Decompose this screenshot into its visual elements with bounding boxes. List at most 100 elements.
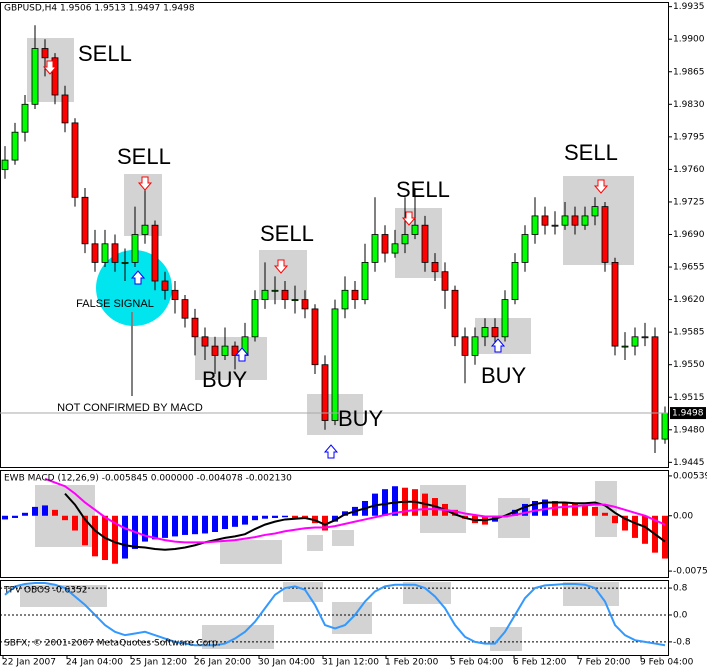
signal-box	[220, 540, 282, 564]
y-tick-label: 1.9690	[673, 230, 705, 240]
candle-body	[41, 48, 49, 59]
candle-body	[551, 224, 559, 227]
candle-body	[461, 336, 469, 356]
sell-arrow	[42, 60, 58, 75]
candle-body	[661, 412, 669, 440]
x-tick-label: 5 Feb 04:00	[450, 658, 504, 668]
candle-body	[141, 224, 149, 235]
macd-bar	[212, 515, 218, 532]
macd-bar	[542, 499, 548, 516]
candle-body	[101, 243, 109, 263]
macd-bar	[332, 515, 338, 522]
sell-label: SELL	[78, 41, 132, 66]
macd-bar	[122, 515, 128, 559]
y-tick-label: 1.9480	[673, 425, 705, 435]
candle-body	[251, 299, 259, 338]
candle-body	[181, 299, 189, 319]
last-price-label: 1.9498	[672, 409, 704, 419]
panel-frame	[0, 470, 669, 578]
candle-body	[291, 299, 299, 302]
x-tick-label: 24 Jan 04:00	[66, 658, 123, 668]
macd-bar	[62, 515, 68, 521]
macd-bar	[382, 489, 388, 516]
panel-frame	[0, 580, 669, 656]
signal-box	[283, 582, 323, 602]
candle-body	[91, 243, 99, 263]
candle-body	[361, 261, 369, 300]
candle-body	[131, 234, 139, 263]
candle-body	[171, 289, 179, 300]
candle-body	[11, 131, 19, 161]
macd-bar	[42, 505, 48, 516]
x-tick-label: 31 Jan 12:00	[322, 658, 379, 668]
y-tick-label: 1.9760	[673, 165, 705, 175]
x-tick-label: 6 Feb 12:00	[513, 658, 567, 668]
y-tick-label: 1.9900	[673, 35, 705, 45]
candle-body	[601, 206, 609, 263]
macd-bar	[262, 515, 268, 519]
candle-body	[631, 336, 639, 347]
macd-bar	[252, 515, 258, 521]
macd-bar	[22, 512, 28, 516]
candle-body	[341, 289, 349, 310]
candle-body	[591, 206, 599, 217]
candle-body	[51, 57, 59, 96]
candle-body	[311, 308, 319, 366]
candle-body	[281, 289, 289, 300]
candle-body	[211, 345, 219, 356]
macd-bar	[52, 509, 58, 516]
macd-bar	[632, 515, 638, 538]
macd-bar	[32, 506, 38, 516]
candle-body	[651, 336, 659, 440]
sell-arrow	[137, 176, 153, 191]
candle-body	[431, 261, 439, 273]
macd-bar	[232, 515, 238, 527]
x-tick-label: 30 Jan 04:00	[258, 658, 315, 668]
y-tick-label: 0.8	[673, 584, 688, 594]
candle-body	[511, 261, 519, 300]
macd-bar	[662, 515, 668, 559]
y-tick-label: 1.9865	[673, 67, 705, 77]
candle-body	[81, 196, 89, 245]
copyright: SBFX, © 2001-2007 MetaQuotes Software Co…	[4, 639, 221, 649]
macd-line	[44, 477, 666, 544]
signal-box	[595, 481, 617, 537]
buy-arrow	[130, 270, 146, 285]
candle-body	[201, 336, 209, 347]
macd-bar	[192, 515, 198, 535]
obos-label: TPV OBOS -0.6352	[3, 586, 87, 596]
macd-bar	[582, 505, 588, 516]
candle-body	[571, 215, 579, 226]
candle-body	[621, 345, 629, 348]
macd-bar	[322, 515, 328, 531]
macd-bar	[392, 486, 398, 516]
candle-body	[271, 289, 279, 292]
candle-body	[61, 94, 69, 124]
y-tick-label: -0.007500	[673, 567, 707, 577]
macd-bar	[12, 515, 18, 518]
last-price-box	[670, 407, 706, 420]
candle-body	[1, 159, 9, 170]
candle-body	[151, 224, 159, 282]
candle-body	[471, 336, 479, 356]
macd-bar	[92, 515, 98, 557]
sell-label: SELL	[564, 140, 618, 165]
sell-label: SELL	[117, 144, 171, 169]
candle-body	[541, 215, 549, 226]
candle-body	[191, 317, 199, 338]
candle-body	[261, 289, 269, 300]
candle-body	[521, 234, 529, 263]
macd-line	[64, 492, 666, 551]
macd-bar	[112, 515, 118, 564]
macd-bar	[592, 506, 598, 516]
macd-bar	[182, 515, 188, 535]
signal-box	[563, 582, 619, 606]
candle-body	[321, 364, 329, 421]
signal-box	[403, 582, 451, 604]
candle-body	[371, 234, 379, 263]
candle-body	[21, 103, 29, 133]
candle-body	[351, 289, 359, 300]
candle-body	[221, 345, 229, 356]
macd-bar	[292, 515, 298, 518]
